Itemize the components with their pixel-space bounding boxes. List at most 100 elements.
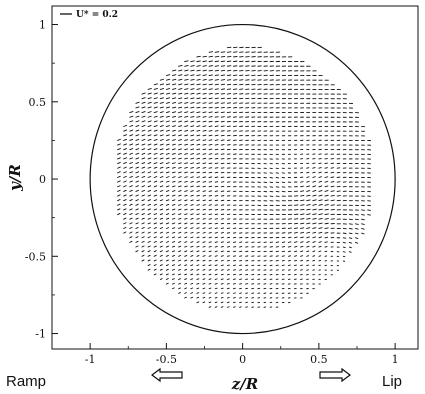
velocity-vector bbox=[165, 208, 170, 211]
velocity-vector bbox=[135, 217, 139, 220]
velocity-vector bbox=[172, 264, 175, 267]
velocity-vector bbox=[141, 217, 145, 220]
velocity-vector bbox=[172, 213, 176, 216]
velocity-vector bbox=[208, 176, 213, 178]
velocity-vector bbox=[135, 111, 140, 114]
velocity-vector bbox=[159, 88, 165, 90]
velocity-vector bbox=[300, 245, 304, 248]
velocity-vector bbox=[208, 167, 213, 169]
velocity-vector bbox=[141, 199, 145, 202]
velocity-vector bbox=[123, 213, 127, 216]
velocity-vector bbox=[312, 171, 316, 174]
velocity-vector bbox=[208, 153, 213, 155]
velocity-vector bbox=[202, 88, 207, 90]
velocity-vector bbox=[196, 92, 201, 95]
velocity-vector bbox=[226, 65, 232, 67]
velocity-vector bbox=[159, 106, 164, 109]
velocity-vector bbox=[147, 217, 151, 220]
x-tick-label: 0 bbox=[239, 353, 246, 366]
velocity-vector bbox=[153, 162, 158, 165]
velocity-vector bbox=[361, 223, 365, 225]
velocity-vector bbox=[165, 166, 170, 169]
velocity-vector bbox=[153, 194, 158, 197]
velocity-vector bbox=[190, 167, 194, 169]
velocity-vector bbox=[184, 273, 188, 276]
velocity-vector bbox=[214, 283, 218, 285]
velocity-vector bbox=[214, 55, 220, 58]
velocity-vector bbox=[123, 171, 127, 174]
velocity-vector bbox=[141, 125, 146, 127]
velocity-vector bbox=[196, 65, 201, 67]
velocity-vector bbox=[202, 134, 207, 137]
velocity-vector bbox=[330, 190, 335, 192]
velocity-vector bbox=[306, 208, 311, 211]
velocity-vector bbox=[208, 264, 212, 267]
velocity-vector bbox=[196, 255, 200, 257]
velocity-vector bbox=[190, 139, 195, 141]
velocity-vector bbox=[202, 236, 206, 239]
velocity-vector bbox=[306, 190, 311, 192]
velocity-vector bbox=[300, 218, 305, 220]
velocity-vector bbox=[153, 268, 157, 271]
velocity-vector bbox=[135, 166, 140, 169]
velocity-vector bbox=[153, 152, 158, 155]
velocity-vector bbox=[159, 148, 164, 151]
velocity-vector bbox=[129, 222, 133, 225]
velocity-vector bbox=[214, 245, 218, 248]
velocity-vector bbox=[324, 199, 329, 202]
velocity-vector bbox=[135, 189, 139, 192]
velocity-vector bbox=[190, 190, 194, 192]
velocity-vector bbox=[159, 185, 164, 188]
velocity-vector bbox=[147, 240, 151, 243]
velocity-vector bbox=[172, 190, 176, 192]
velocity-vector bbox=[306, 180, 310, 183]
velocity-vector bbox=[184, 268, 188, 271]
velocity-vector bbox=[208, 208, 212, 211]
velocity-vector bbox=[312, 255, 316, 257]
velocity-vector bbox=[178, 157, 182, 160]
velocity-vector bbox=[123, 129, 128, 132]
velocity-vector bbox=[147, 180, 152, 183]
velocity-vector bbox=[196, 245, 200, 248]
velocity-vector bbox=[129, 199, 133, 202]
velocity-vector bbox=[190, 97, 195, 100]
velocity-vector bbox=[312, 190, 317, 192]
velocity-vector bbox=[147, 162, 152, 165]
velocity-vector bbox=[196, 55, 201, 58]
y-tick-label: 0.5 bbox=[29, 96, 47, 109]
velocity-vector bbox=[172, 268, 175, 271]
velocity-vector bbox=[178, 292, 181, 294]
velocity-vector bbox=[190, 129, 195, 132]
velocity-vector bbox=[214, 167, 219, 169]
velocity-vector bbox=[129, 115, 134, 118]
velocity-vector bbox=[306, 204, 311, 206]
velocity-vector bbox=[355, 232, 359, 235]
velocity-vector bbox=[141, 148, 146, 151]
velocity-vector bbox=[196, 231, 200, 234]
velocity-vector bbox=[165, 125, 170, 127]
velocity-vector bbox=[184, 264, 188, 267]
velocity-vector bbox=[178, 245, 182, 248]
velocity-vector bbox=[202, 194, 206, 197]
velocity-vector bbox=[184, 278, 188, 280]
velocity-vector bbox=[117, 180, 121, 183]
velocity-vector bbox=[324, 218, 329, 220]
velocity-vector bbox=[220, 259, 224, 262]
velocity-vector bbox=[147, 115, 152, 118]
velocity-vector bbox=[190, 78, 195, 81]
velocity-vector bbox=[123, 134, 128, 137]
velocity-vector bbox=[208, 106, 213, 109]
velocity-vector bbox=[184, 116, 189, 118]
velocity-vector bbox=[196, 153, 201, 155]
velocity-vector bbox=[190, 111, 195, 114]
velocity-vector bbox=[178, 74, 183, 76]
velocity-vector bbox=[141, 194, 145, 197]
velocity-vector bbox=[141, 227, 145, 229]
velocity-vector bbox=[190, 292, 194, 294]
velocity-vector bbox=[300, 204, 305, 206]
velocity-vector bbox=[208, 171, 213, 174]
velocity-vector bbox=[202, 190, 206, 192]
velocity-vector bbox=[147, 87, 152, 90]
velocity-vector bbox=[208, 236, 212, 239]
velocity-vector bbox=[300, 241, 304, 243]
